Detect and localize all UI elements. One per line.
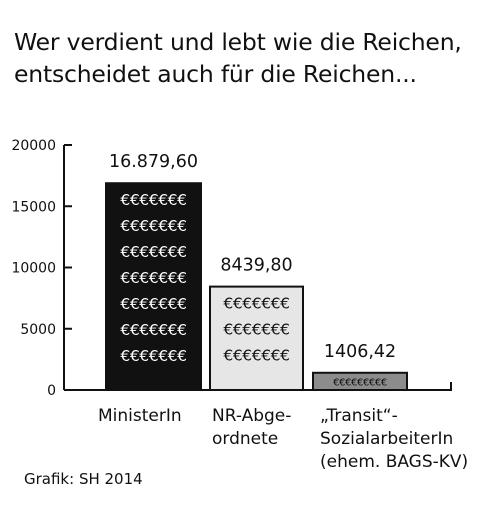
bar-pattern: €€€€€€€€€ xyxy=(333,377,387,388)
bar xyxy=(105,182,202,391)
bar-pattern: €€€€€€€ xyxy=(223,347,289,365)
category-label: MinisterIn xyxy=(98,406,182,426)
bar-pattern: €€€€€€€ xyxy=(223,321,289,339)
category-label: NR-Abge- xyxy=(212,406,291,426)
category-label: SozialarbeiterIn xyxy=(320,429,453,449)
category-label: (ehem. BAGS-KV) xyxy=(320,452,468,472)
y-tick-label: 15000 xyxy=(11,199,56,215)
bar-pattern: €€€€€€€ xyxy=(120,217,186,235)
bar xyxy=(209,285,304,392)
bar-pattern: €€€€€€€ xyxy=(120,321,186,339)
bar xyxy=(312,371,408,392)
bar-pattern: €€€€€€€ xyxy=(120,295,186,313)
category-label: ordnete xyxy=(212,429,278,449)
y-tick-label: 10000 xyxy=(11,261,56,277)
bar-pattern: €€€€€€€ xyxy=(120,269,186,287)
value-label: 8439,80 xyxy=(220,256,292,276)
value-label: 1406,42 xyxy=(324,342,396,362)
y-tick-label: 5000 xyxy=(20,322,56,338)
bar-pattern: €€€€€€€ xyxy=(120,347,186,365)
chart-title: Wer verdient und lebt wie die Reichen, e… xyxy=(14,26,494,90)
bar-pattern: €€€€€€€ xyxy=(120,243,186,261)
value-label: 16.879,60 xyxy=(109,152,198,172)
title-line-2: entscheidet auch für die Reichen... xyxy=(14,60,417,88)
bar-pattern: €€€€€€€ xyxy=(120,191,186,209)
source-credit: Grafik: SH 2014 xyxy=(24,470,143,488)
category-label: „Transit“- xyxy=(320,406,398,426)
y-tick-label: 20000 xyxy=(11,138,56,154)
bar-pattern: €€€€€€€ xyxy=(223,295,289,313)
title-line-1: Wer verdient und lebt wie die Reichen, xyxy=(14,28,462,56)
y-tick-label: 0 xyxy=(47,383,56,399)
